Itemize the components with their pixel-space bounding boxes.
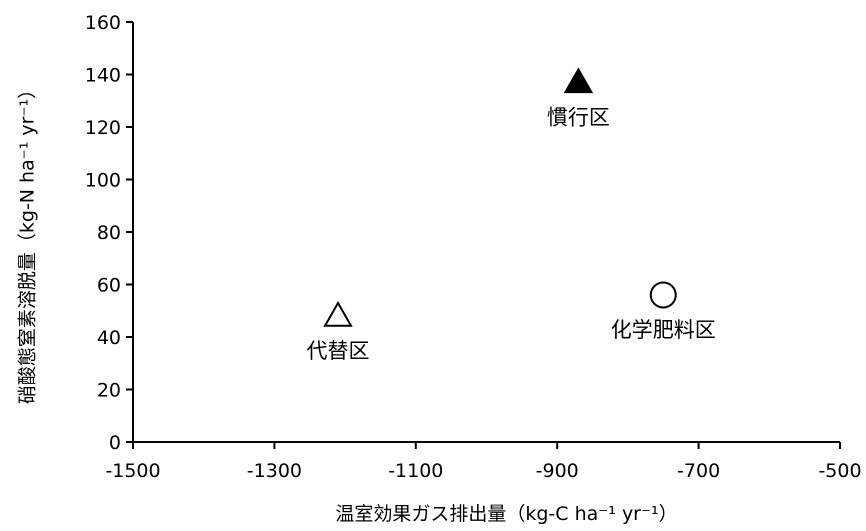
point-label: 慣行区 [547, 105, 610, 129]
y-tick-label: 40 [97, 327, 121, 349]
y-tick-label: 60 [97, 275, 121, 297]
data-point: 化学肥料区 [611, 281, 716, 342]
y-axis-label: 硝酸態窒素溶脱量（kg-N ha⁻¹ yr⁻¹） [17, 80, 39, 404]
point-label: 化学肥料区 [611, 318, 716, 342]
filled-triangle-marker [563, 67, 594, 94]
y-tick-label: 80 [97, 222, 121, 244]
data-point: 慣行区 [547, 67, 610, 129]
y-tick-label: 140 [85, 65, 121, 87]
point-label: 代替区 [307, 339, 370, 363]
plot-area: 0 20 40 60 80 100 120 140 160 -1500 -1300 -1100 -90… [85, 12, 862, 482]
y-tick-label: 100 [85, 170, 121, 192]
data-point: 代替区 [307, 300, 370, 363]
x-tick-label: -1300 [247, 460, 302, 482]
open-circle-marker [649, 281, 677, 309]
y-tick-label: 120 [85, 117, 121, 139]
y-axis-ticks: 0 20 40 60 80 100 120 140 160 [85, 12, 133, 454]
x-tick-label: -1100 [388, 460, 443, 482]
y-tick-label: 0 [109, 432, 121, 454]
y-tick-label: 160 [85, 12, 121, 34]
y-tick-label: 20 [97, 380, 121, 402]
x-tick-label: -500 [818, 460, 861, 482]
x-axis-ticks: -1500 -1300 -1100 -900 -700 -500 [105, 442, 862, 482]
x-tick-label: -900 [536, 460, 579, 482]
open-triangle-marker [323, 300, 353, 327]
x-axis-label: 温室効果ガス排出量（kg-C ha⁻¹ yr⁻¹） [335, 503, 677, 525]
x-tick-label: -1500 [105, 460, 160, 482]
x-tick-label: -700 [677, 460, 720, 482]
